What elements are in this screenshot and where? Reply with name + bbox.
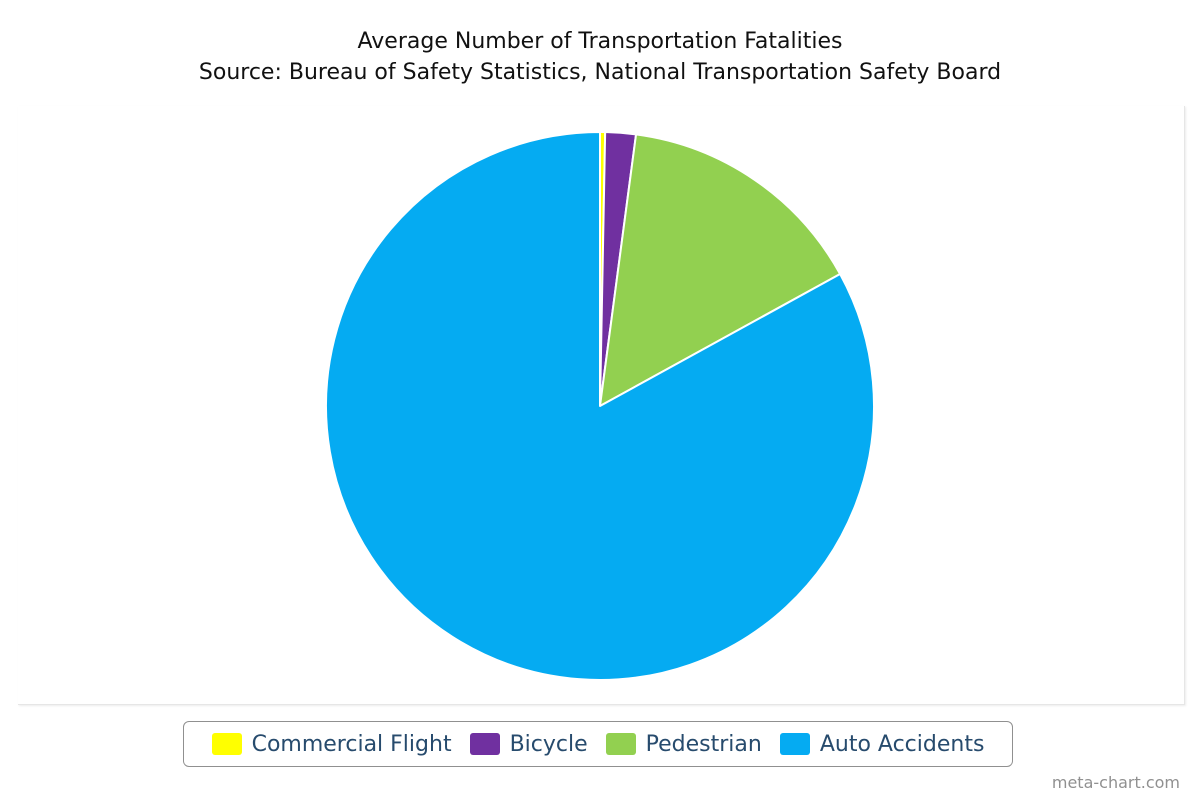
chart-subtitle: Source: Bureau of Safety Statistics, Nat…	[198, 60, 1002, 85]
legend-label: Bicycle	[509, 731, 588, 757]
legend-item-pedestrian[interactable]: Pedestrian	[605, 731, 762, 757]
legend-label: Commercial Flight	[251, 731, 452, 757]
plot-area	[18, 106, 1185, 705]
legend-swatch	[779, 733, 810, 755]
pie-slice-pedestrian[interactable]	[599, 133, 842, 407]
legend-swatch	[605, 733, 636, 755]
pie-slice-auto-accidents[interactable]	[325, 131, 876, 681]
pie-slices	[325, 131, 876, 681]
chart-title: Average Number of Transportation Fatalit…	[357, 29, 843, 54]
legend-item-bicycle[interactable]: Bicycle	[469, 731, 588, 757]
legend-label: Pedestrian	[645, 731, 762, 757]
chart-title-block: Average Number of Transportation Fatalit…	[0, 26, 1200, 88]
legend-swatch	[211, 733, 242, 755]
credit-link[interactable]: meta-chart.com	[1051, 773, 1180, 792]
legend-item-commercial-flight[interactable]: Commercial Flight	[211, 731, 452, 757]
legend-item-auto-accidents[interactable]: Auto Accidents	[779, 731, 985, 757]
legend-label: Auto Accidents	[819, 731, 985, 757]
legend-swatch	[469, 733, 500, 755]
legend: Commercial Flight Bicycle Pedestrian Auto A…	[183, 721, 1013, 767]
